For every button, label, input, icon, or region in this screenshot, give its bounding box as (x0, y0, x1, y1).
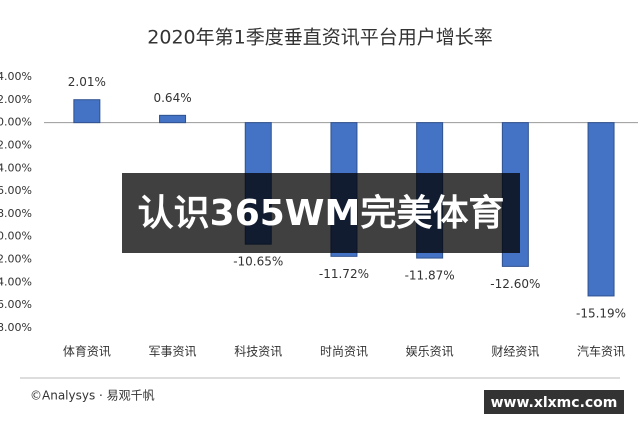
banner-bg (122, 173, 520, 253)
x-tick-label: 娱乐资讯 (406, 345, 454, 359)
value-label: -10.65% (233, 255, 283, 269)
y-tick-label: -2.00% (0, 138, 32, 151)
banner: 认识365WM完美体育 (138, 193, 505, 234)
y-tick-label: -16.00% (0, 298, 32, 311)
value-label: 0.64% (153, 91, 191, 105)
x-tick-label: 汽车资讯 (577, 344, 625, 359)
bar (587, 122, 615, 297)
chart-title: 2020年第1季度垂直资讯平台用户增长率 (147, 27, 492, 49)
y-tick-label: 0.00% (0, 116, 32, 129)
y-tick-label: -10.00% (0, 230, 32, 243)
x-tick-label: 时尚资讯 (320, 345, 368, 359)
footer: ©Analysys · 易观千帆 (30, 388, 155, 403)
y-tick-label: -12.00% (0, 253, 32, 266)
bar (159, 114, 187, 124)
value-label: -11.87% (405, 269, 455, 283)
x-tick-label: 财经资讯 (491, 345, 539, 359)
value-label: 2.01% (68, 75, 106, 89)
y-tick-label: -18.00% (0, 321, 32, 334)
value-label: -12.60% (490, 277, 540, 291)
y-tick-label: -4.00% (0, 161, 32, 174)
x-tick-label: 科技资讯 (234, 345, 282, 359)
y-tick-label: -6.00% (0, 184, 32, 197)
x-tick-label: 军事资讯 (149, 345, 197, 359)
y-tick-label: 4.00% (0, 70, 32, 83)
y-tick-label: -8.00% (0, 207, 32, 220)
value-label: -11.72% (319, 267, 369, 281)
y-tick-label: 2.00% (0, 93, 32, 106)
value-label: -15.19% (576, 306, 626, 320)
watermark-bg (484, 390, 624, 414)
y-tick-label: -14.00% (0, 275, 32, 288)
x-tick-label: 体育资讯 (63, 344, 111, 359)
watermark: www.xlxmc.com (491, 395, 618, 411)
bar (73, 99, 101, 124)
